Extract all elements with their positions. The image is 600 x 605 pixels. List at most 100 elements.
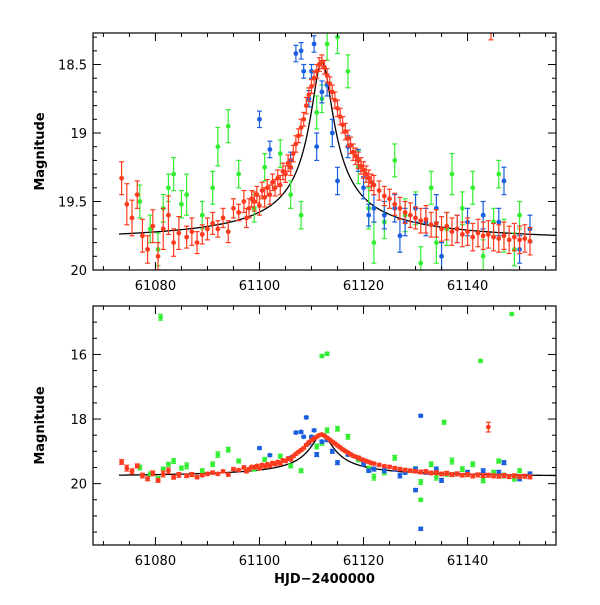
bottom-red-marker xyxy=(145,476,151,482)
top-red-point xyxy=(485,220,491,249)
bottom-green-point xyxy=(215,451,221,458)
bottom-panel: 61080 61100 61120 61140 16 18 20 Magnitude HJD… xyxy=(33,305,557,587)
bottom-red-marker xyxy=(501,473,507,478)
top-red-marker xyxy=(199,231,205,237)
top-axis-ticks: 61080 61100 61120 61140 18.5 19 19.5 20 xyxy=(58,33,556,294)
top-red-marker xyxy=(423,216,429,222)
bottom-blue-marker xyxy=(366,468,372,474)
bottom-green-point xyxy=(478,358,484,364)
bottom-y-tick-label: 18 xyxy=(70,413,87,428)
top-red-marker xyxy=(353,153,359,159)
top-green-point xyxy=(184,173,190,216)
top-green-point xyxy=(288,180,294,209)
bottom-green-point xyxy=(288,463,294,469)
bottom-green-point xyxy=(345,433,351,440)
bottom-red-point xyxy=(402,467,408,473)
bottom-red-marker xyxy=(371,461,377,467)
bottom-red-marker xyxy=(199,472,205,478)
bottom-blue-marker xyxy=(418,526,424,532)
bottom-green-marker xyxy=(418,479,424,485)
bottom-blue-point xyxy=(303,415,309,420)
top-green-point xyxy=(178,189,184,219)
top-blue-point xyxy=(298,41,304,60)
top-red-point xyxy=(491,222,497,252)
bottom-green-point xyxy=(428,461,434,468)
top-red-marker xyxy=(205,226,210,232)
bottom-blue-point xyxy=(381,468,387,474)
top-red-point xyxy=(124,183,130,226)
top-red-point xyxy=(332,91,338,109)
top-red-marker xyxy=(140,233,145,239)
bottom-red-point xyxy=(184,473,190,479)
top-red-point xyxy=(506,225,512,255)
bottom-red-marker xyxy=(166,468,171,474)
top-red-marker xyxy=(480,233,486,239)
bottom-red-point xyxy=(387,464,393,470)
top-green-marker xyxy=(428,185,434,191)
top-red-point xyxy=(150,209,156,244)
top-red-point xyxy=(303,96,309,115)
top-red-point xyxy=(488,33,494,41)
bottom-red-marker xyxy=(485,472,491,478)
top-red-marker xyxy=(329,89,335,95)
bottom-red-point xyxy=(124,464,130,472)
top-red-point xyxy=(350,143,356,162)
top-green-point xyxy=(298,200,304,230)
top-red-marker xyxy=(225,229,231,235)
top-red-point xyxy=(475,218,481,248)
top-red-marker xyxy=(215,226,221,232)
bottom-red-marker xyxy=(475,472,481,478)
bottom-blue-point xyxy=(335,460,341,466)
top-red-point xyxy=(184,225,190,249)
top-green-marker xyxy=(345,68,351,74)
top-red-marker xyxy=(511,234,517,240)
bottom-green-marker xyxy=(166,461,171,467)
bottom-red-point xyxy=(160,470,166,478)
top-red-marker xyxy=(150,223,156,229)
top-green-marker xyxy=(298,212,304,218)
top-red-point xyxy=(301,111,307,127)
top-green-point xyxy=(147,214,153,244)
bottom-red-point xyxy=(522,473,528,479)
bottom-red-marker xyxy=(392,465,398,471)
top-blue-point xyxy=(361,176,367,200)
top-red-marker xyxy=(371,182,377,188)
bottom-blue-marker xyxy=(397,473,403,478)
top-green-point xyxy=(236,159,242,189)
bottom-red-marker xyxy=(129,468,135,474)
top-red-point xyxy=(241,189,247,214)
top-blue-marker xyxy=(381,212,387,218)
bottom-red-marker xyxy=(433,470,439,476)
bottom-green-point xyxy=(441,419,447,425)
top-red-point xyxy=(249,189,255,208)
top-blue-point xyxy=(314,132,320,162)
bottom-green-point xyxy=(165,461,171,467)
bottom-red-marker xyxy=(215,471,221,477)
bottom-green-marker xyxy=(324,351,330,357)
bottom-red-marker xyxy=(517,474,522,479)
top-green-marker xyxy=(418,260,424,266)
bottom-green-marker xyxy=(179,465,184,471)
top-y-tick-label: 19 xyxy=(70,127,87,142)
top-red-point xyxy=(376,180,382,201)
top-blue-point xyxy=(329,118,335,148)
bottom-x-tick-label: 61140 xyxy=(447,554,488,569)
top-blue-marker xyxy=(439,253,444,259)
bottom-red-point xyxy=(407,468,413,474)
bottom-axis-ticks: 61080 61100 61120 61140 16 18 20 xyxy=(70,305,556,569)
bottom-red-marker xyxy=(387,464,392,470)
bottom-red-marker xyxy=(210,470,216,476)
top-red-point xyxy=(444,211,450,241)
bottom-green-point xyxy=(517,468,523,474)
top-green-point xyxy=(428,170,434,205)
bottom-red-point xyxy=(413,468,419,474)
bottom-green-marker xyxy=(449,458,455,464)
top-red-point xyxy=(397,196,403,220)
top-green-point xyxy=(137,184,143,219)
top-red-point xyxy=(194,231,200,255)
top-red-point xyxy=(129,199,135,237)
top-red-point xyxy=(353,147,359,166)
top-green-marker xyxy=(314,110,320,115)
bottom-red-marker xyxy=(119,459,125,465)
top-red-marker xyxy=(277,182,283,188)
